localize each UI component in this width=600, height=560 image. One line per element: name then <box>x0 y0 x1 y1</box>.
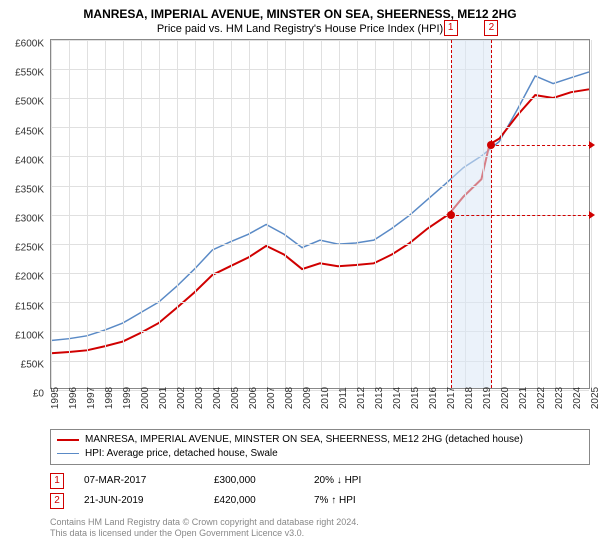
y-tick-label: £500K <box>15 97 44 108</box>
x-tick-label: 2020 <box>500 387 511 409</box>
y-axis-labels: £0£50K£100K£150K£200K£250K£300K£350K£400… <box>0 44 48 394</box>
y-tick-label: £100K <box>15 330 44 341</box>
x-tick-label: 2014 <box>392 387 403 409</box>
x-tick-label: 2022 <box>536 387 547 409</box>
x-tick-label: 2023 <box>554 387 565 409</box>
row-marker: 2 <box>50 493 64 509</box>
x-tick-label: 2016 <box>428 387 439 409</box>
legend-swatch-hpi <box>57 453 79 454</box>
legend-row-property: MANRESA, IMPERIAL AVENUE, MINSTER ON SEA… <box>57 433 583 447</box>
sale-dashed-line <box>491 40 492 388</box>
y-tick-label: £550K <box>15 68 44 79</box>
x-tick-label: 2006 <box>248 387 259 409</box>
legend-label-property: MANRESA, IMPERIAL AVENUE, MINSTER ON SEA… <box>85 433 523 447</box>
row-price: £300,000 <box>214 475 294 486</box>
x-tick-label: 2000 <box>140 387 151 409</box>
sale-arrow <box>491 145 591 146</box>
x-tick-label: 2019 <box>482 387 493 409</box>
row-date: 07-MAR-2017 <box>84 475 194 486</box>
chart-title: MANRESA, IMPERIAL AVENUE, MINSTER ON SEA… <box>0 0 600 23</box>
chart-lines-svg <box>51 40 589 388</box>
chart-container: MANRESA, IMPERIAL AVENUE, MINSTER ON SEA… <box>0 0 600 560</box>
table-row: 2 21-JUN-2019 £420,000 7% ↑ HPI <box>50 491 590 511</box>
x-tick-label: 2001 <box>158 387 169 409</box>
x-tick-label: 2018 <box>464 387 475 409</box>
x-tick-label: 2025 <box>590 387 600 409</box>
chart-subtitle: Price paid vs. HM Land Registry's House … <box>0 23 600 39</box>
footer-line: Contains HM Land Registry data © Crown c… <box>50 517 590 529</box>
x-tick-label: 2005 <box>230 387 241 409</box>
y-tick-label: £400K <box>15 155 44 166</box>
x-tick-label: 1999 <box>122 387 133 409</box>
sales-table: 1 07-MAR-2017 £300,000 20% ↓ HPI 2 21-JU… <box>50 471 590 511</box>
x-tick-label: 2003 <box>194 387 205 409</box>
row-price: £420,000 <box>214 495 294 506</box>
sale-arrowhead <box>589 141 595 149</box>
x-tick-label: 2009 <box>302 387 313 409</box>
x-tick-label: 2004 <box>212 387 223 409</box>
y-tick-label: £150K <box>15 301 44 312</box>
x-tick-label: 1995 <box>50 387 61 409</box>
row-delta: 20% ↓ HPI <box>314 475 404 486</box>
row-date: 21-JUN-2019 <box>84 495 194 506</box>
highlight-band <box>451 40 492 388</box>
y-tick-label: £250K <box>15 243 44 254</box>
x-tick-label: 2002 <box>176 387 187 409</box>
sale-arrow <box>451 215 591 216</box>
y-tick-label: £200K <box>15 272 44 283</box>
chart-plot-area: 12 <box>50 39 590 389</box>
row-marker: 1 <box>50 473 64 489</box>
x-tick-label: 2010 <box>320 387 331 409</box>
footer-line: This data is licensed under the Open Gov… <box>50 528 590 540</box>
y-tick-label: £50K <box>21 359 44 370</box>
x-tick-label: 2017 <box>446 387 457 409</box>
y-tick-label: £350K <box>15 184 44 195</box>
table-row: 1 07-MAR-2017 £300,000 20% ↓ HPI <box>50 471 590 491</box>
row-delta: 7% ↑ HPI <box>314 495 404 506</box>
x-tick-label: 2015 <box>410 387 421 409</box>
series-line-hpi <box>51 72 589 341</box>
x-tick-label: 2012 <box>356 387 367 409</box>
y-tick-label: £0 <box>33 389 44 400</box>
y-tick-label: £300K <box>15 214 44 225</box>
x-tick-label: 1996 <box>68 387 79 409</box>
legend-row-hpi: HPI: Average price, detached house, Swal… <box>57 447 583 461</box>
x-tick-label: 1997 <box>86 387 97 409</box>
x-tick-label: 1998 <box>104 387 115 409</box>
y-tick-label: £450K <box>15 126 44 137</box>
y-tick-label: £600K <box>15 39 44 50</box>
x-tick-label: 2008 <box>284 387 295 409</box>
x-tick-label: 2024 <box>572 387 583 409</box>
sale-arrowhead <box>589 211 595 219</box>
x-axis-labels: 1995199619971998199920002001200220032004… <box>50 394 590 434</box>
series-line-property <box>51 89 589 353</box>
x-tick-label: 2011 <box>338 387 349 409</box>
legend-swatch-property <box>57 439 79 441</box>
x-tick-label: 2021 <box>518 387 529 409</box>
sale-marker-box: 1 <box>444 20 458 36</box>
footer-attribution: Contains HM Land Registry data © Crown c… <box>50 517 590 540</box>
x-tick-label: 2007 <box>266 387 277 409</box>
x-tick-label: 2013 <box>374 387 385 409</box>
legend-label-hpi: HPI: Average price, detached house, Swal… <box>85 447 278 461</box>
chart-legend: MANRESA, IMPERIAL AVENUE, MINSTER ON SEA… <box>50 429 590 465</box>
sale-marker-box: 2 <box>484 20 498 36</box>
